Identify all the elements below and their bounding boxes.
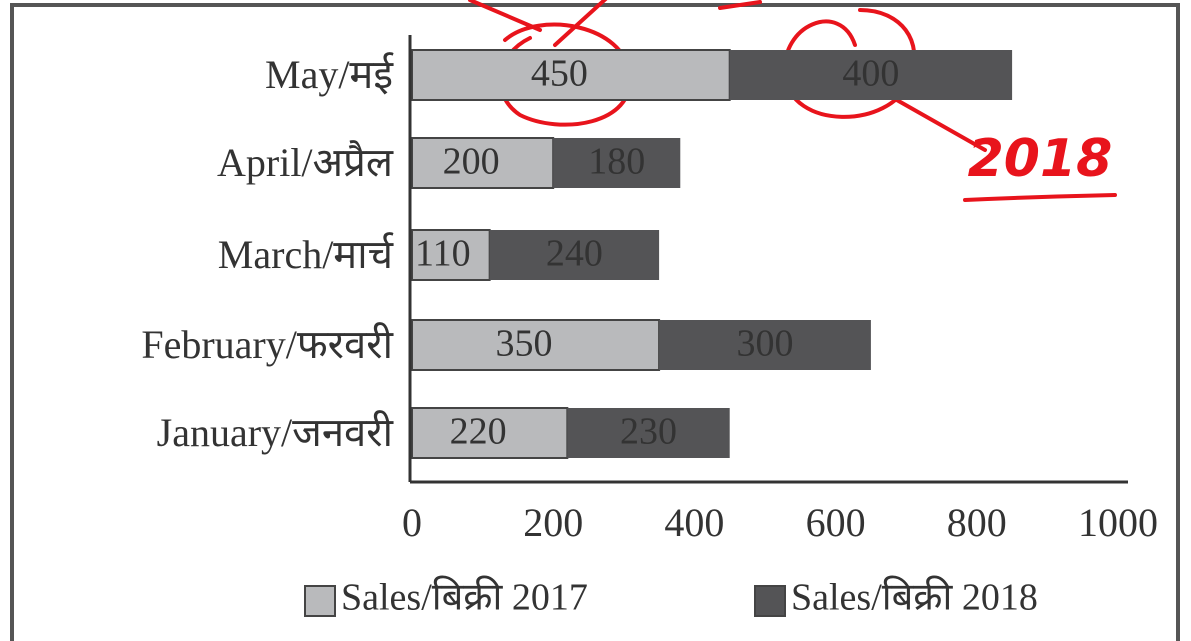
y-tick-label: April/अप्रैल <box>217 140 394 185</box>
data-label: 230 <box>620 411 677 453</box>
red-circle <box>782 8 917 119</box>
bar-segment <box>411 137 555 189</box>
bar-segment <box>567 408 730 458</box>
y-tick-label: February/फरवरी <box>141 322 393 367</box>
annotation: 2018 <box>968 129 1113 189</box>
bar-segment <box>659 320 871 370</box>
data-label: 350 <box>496 323 553 365</box>
x-tick-label: 1000 <box>1078 500 1158 545</box>
red-stroke <box>468 0 542 32</box>
y-tick-label: January/जनवरी <box>157 410 394 455</box>
x-tick-label: 0 <box>402 500 422 545</box>
data-label: 110 <box>415 233 471 275</box>
bar-segment <box>729 50 1013 100</box>
bar-segment <box>411 49 731 101</box>
y-tick-label: May/मई <box>265 52 394 97</box>
legend-label: Sales/बिक्री 2017 <box>341 575 588 619</box>
data-label: 240 <box>546 233 603 275</box>
data-label: 220 <box>450 411 507 453</box>
legend-swatch <box>754 585 786 617</box>
x-tick-label: 800 <box>947 500 1007 545</box>
y-tick-label: March/मार्च <box>218 232 394 277</box>
data-label: 450 <box>531 53 588 95</box>
data-label: 300 <box>737 323 794 365</box>
red-stroke <box>553 0 608 47</box>
x-tick-label: 400 <box>664 500 724 545</box>
data-label: 200 <box>443 141 500 183</box>
red-stroke <box>718 0 762 10</box>
legend-label: Sales/बिक्री 2018 <box>791 575 1038 619</box>
x-tick-label: 200 <box>523 500 583 545</box>
x-tick-label: 600 <box>806 500 866 545</box>
bar-segment <box>553 138 681 188</box>
data-label: 180 <box>588 141 645 183</box>
legend-swatch <box>304 585 336 617</box>
frame <box>10 3 1180 641</box>
bar-segment <box>489 230 660 280</box>
red-underline <box>963 193 1117 202</box>
data-label: 400 <box>842 53 899 95</box>
red-arrow <box>886 93 987 152</box>
